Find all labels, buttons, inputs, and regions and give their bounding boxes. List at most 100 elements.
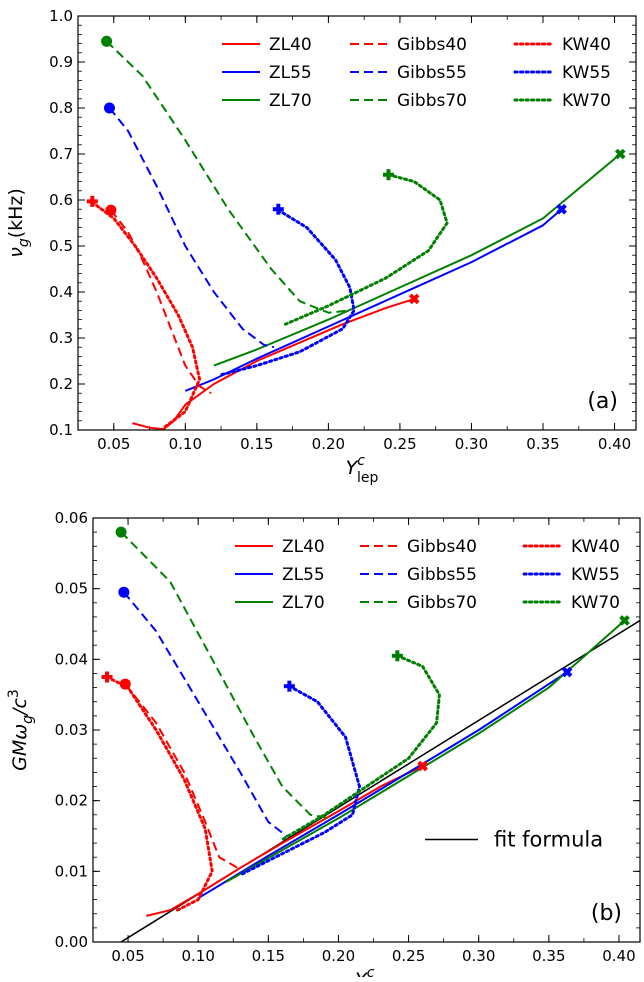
x-tick-label: 0.25 [383, 435, 416, 453]
legend-label-ZL70: ZL70 [269, 91, 312, 111]
x-tick-label: 0.35 [526, 435, 559, 453]
legend-label-KW55: KW55 [562, 63, 611, 83]
x-tick-label: 0.15 [240, 435, 273, 453]
legend-label-ZL40: ZL40 [282, 537, 325, 557]
y-tick-label: 0.3 [49, 329, 73, 347]
marker-circle-ZL40 [105, 204, 117, 216]
marker-plus-ZL70 [391, 650, 403, 662]
legend-label-Gibbs70: Gibbs70 [397, 91, 467, 111]
series-KW55 [219, 208, 356, 377]
series-Gibbs55 [123, 591, 288, 837]
series-KW40 [90, 200, 202, 430]
series-KW70 [284, 173, 449, 326]
panel-label: (a) [587, 389, 618, 414]
marker-plus-ZL70 [382, 169, 394, 181]
fit-legend-label: fit formula [494, 828, 603, 852]
series-Gibbs55 [108, 107, 275, 349]
legend-label-ZL55: ZL55 [282, 565, 325, 585]
x-tick-label: 0.20 [312, 435, 345, 453]
y-tick-label: 0.05 [55, 580, 88, 598]
marker-x-ZL55 [561, 666, 573, 678]
x-tick-label: 0.15 [252, 947, 285, 965]
x-tick-label: 0.20 [322, 947, 355, 965]
legend-label-Gibbs40: Gibbs40 [407, 537, 477, 557]
marker-circle-ZL55 [103, 102, 115, 114]
marker-plus-ZL40 [101, 671, 113, 683]
series-KW40 [105, 675, 214, 912]
legend: ZL40 Gibbs40 KW40 ZL55 Gibbs55 KW55 ZL70 Gibbs7… [235, 537, 620, 613]
legend-label-Gibbs55: Gibbs55 [407, 565, 477, 585]
series-ZL40 [132, 297, 415, 430]
x-tick-label: 0.25 [392, 947, 425, 965]
marker-plus-ZL40 [86, 195, 98, 207]
plot-area [90, 40, 621, 430]
y-axis-label: GMωg/c3 [6, 689, 36, 771]
legend-label-Gibbs70: Gibbs70 [407, 593, 477, 613]
marker-x-ZL40 [417, 760, 428, 772]
marker-x-ZL40 [408, 293, 420, 305]
legend: ZL40 Gibbs40 KW40 ZL55 Gibbs55 KW55 ZL70 Gibbs7… [222, 35, 611, 111]
x-tick-label: 0.10 [169, 435, 202, 453]
legend-label-ZL55: ZL55 [269, 63, 312, 83]
series-ZL70 [213, 153, 621, 367]
panel-label: (b) [591, 901, 622, 926]
series-Gibbs40 [110, 209, 212, 395]
y-tick-label: 0.7 [49, 145, 73, 163]
legend-label-KW40: KW40 [571, 537, 620, 557]
x-tick-label: 0.35 [532, 947, 565, 965]
x-tick-label: 0.05 [97, 435, 130, 453]
y-tick-label: 0.4 [49, 283, 73, 301]
panel-b: 0.05 0.10 0.15 0.20 0.25 0.30 0.35 0.40 0.00 0.01… [6, 509, 641, 982]
y-tick-label: 0.04 [55, 650, 88, 668]
y-tick-label: 0.9 [49, 53, 73, 71]
y-tick-label: 1.0 [49, 7, 73, 25]
series-Gibbs70 [120, 531, 332, 820]
panel-a: 0.05 0.10 0.15 0.20 0.25 0.30 0.35 0.40 0.1 0.2 0.… [5, 7, 637, 486]
x-tick-label: 0.30 [455, 435, 488, 453]
y-tick-label: 0.00 [55, 933, 88, 951]
marker-circle-ZL70 [115, 526, 127, 538]
y-tick-label: 0.1 [49, 421, 73, 439]
y-tick-label: 0.02 [55, 792, 88, 810]
legend-label-ZL70: ZL70 [282, 593, 325, 613]
marker-x-ZL70 [619, 615, 630, 626]
y-tick-label: 0.6 [49, 191, 73, 209]
x-tick-label: 0.40 [598, 435, 631, 453]
x-tick-label: 0.30 [462, 947, 495, 965]
series-Gibbs70 [105, 40, 350, 314]
series-KW70 [280, 654, 441, 841]
marker-circle-ZL40 [119, 678, 131, 690]
legend-label-KW40: KW40 [562, 35, 611, 55]
x-tick-label: 0.10 [181, 947, 214, 965]
legend-label-Gibbs40: Gibbs40 [397, 35, 467, 55]
marker-plus-ZL55 [283, 680, 295, 692]
y-tick-label: 0.8 [49, 99, 73, 117]
legend-label-KW70: KW70 [571, 593, 620, 613]
series-ZL70 [225, 619, 626, 883]
legend-label-KW70: KW70 [562, 91, 611, 111]
y-tick-label: 0.01 [55, 862, 88, 880]
legend-label-KW55: KW55 [571, 565, 620, 585]
marker-plus-ZL55 [272, 203, 284, 215]
marker-x-ZL55 [556, 203, 567, 215]
y-axis-label: νg(kHz) [5, 188, 32, 258]
series-ZL55 [184, 208, 563, 392]
legend-label-ZL40: ZL40 [269, 35, 312, 55]
y-tick-label: 0.5 [49, 237, 73, 255]
axes-frame [77, 15, 637, 431]
legend-label-Gibbs55: Gibbs55 [397, 63, 467, 83]
axes-frame [92, 517, 641, 943]
series-ZL40 [146, 765, 424, 917]
series-KW55 [238, 684, 361, 877]
plot-area [105, 531, 640, 942]
marker-x-ZL70 [614, 148, 626, 160]
series-ZL55 [197, 671, 568, 900]
x-tick-label: 0.05 [111, 947, 144, 965]
x-tick-label: 0.40 [602, 947, 635, 965]
marker-circle-ZL70 [101, 35, 113, 47]
y-tick-label: 0.06 [55, 509, 88, 527]
y-tick-label: 0.03 [55, 721, 88, 739]
